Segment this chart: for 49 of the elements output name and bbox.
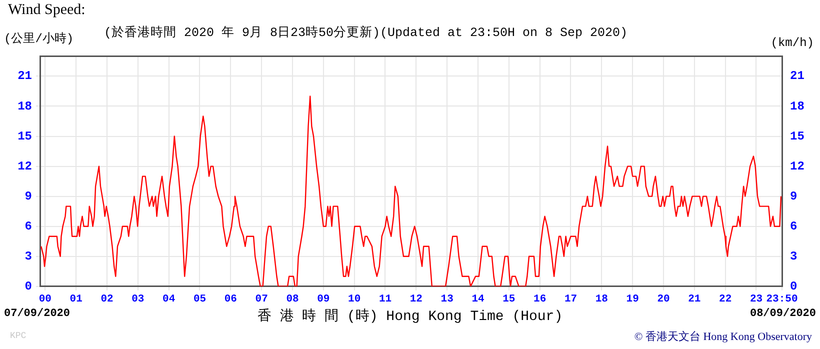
x-tick-label: 10 [348, 293, 361, 306]
x-tick-label: 14 [472, 293, 484, 306]
x-axis-title: 香 港 時 間 (時) Hong Kong Time (Hour) [257, 309, 563, 325]
y2-tick-label: 15 [790, 129, 804, 144]
x-tick-label: 05 [193, 293, 206, 306]
x-tick-label: 08 [286, 293, 299, 306]
y2-axis-title: (km/h) [770, 36, 814, 50]
chart-title: Wind Speed: [8, 2, 86, 19]
x-tick-label: 20 [657, 293, 670, 306]
y2-tick-label: 18 [790, 99, 804, 114]
x-tick-label: 07 [255, 293, 268, 306]
x-tick-label: 13 [440, 293, 454, 306]
x-tick-label: 21 [688, 293, 701, 306]
y2-tick-label: 12 [790, 159, 804, 174]
y2-tick-label: 0 [790, 279, 798, 294]
x-tick-label: 19 [626, 293, 639, 306]
x-tick-label: 06 [224, 293, 237, 306]
x-tick-label: 09 [317, 293, 330, 306]
x-tick-label: 02 [100, 293, 114, 306]
y-tick-label: 6 [24, 219, 32, 234]
chart-subtitle: (於香港時間 2020 年 9月 8日23時50分更新)(Updated at 23:50H on 8 Sep 2020) [104, 24, 628, 41]
x-tick-label: 23 [750, 293, 763, 306]
y-tick-label: 9 [24, 189, 32, 204]
text: 08/09/2020 [750, 308, 816, 320]
y2-tick-label: 6 [790, 219, 798, 234]
x-tick-label: 22 [719, 293, 732, 306]
y2-tick-label: 9 [790, 189, 798, 204]
y-tick-label: 3 [24, 249, 32, 264]
x-tick-label: 11 [378, 293, 392, 306]
y-axis-title: (公里/小時) [4, 31, 74, 47]
y2-tick-label: 21 [790, 69, 804, 84]
y-tick-label: 21 [18, 69, 32, 84]
x-tick-label: 01 [70, 293, 82, 306]
y-tick-label: 15 [18, 129, 32, 144]
y-tick-label: 18 [18, 99, 32, 114]
x-tick-label: 16 [534, 293, 546, 306]
y-tick-label: 0 [24, 279, 32, 294]
x-tick-label: 04 [162, 293, 176, 306]
x-tick-label: 15 [502, 293, 516, 306]
x-tick-label: 03 [132, 293, 144, 306]
x-tick-label: 17 [564, 293, 578, 306]
x-tick-label: 12 [410, 293, 422, 306]
text: © 香港天文台 Hong Kong Observatory [634, 330, 812, 344]
y2-tick-label: 3 [790, 249, 798, 264]
x-tick-label: 18 [595, 293, 608, 306]
text: 07/09/2020 [4, 308, 70, 320]
y-tick-label: 12 [18, 159, 32, 174]
x-tick-label: 00 [38, 293, 52, 306]
x-tick-label: 23:50 [766, 293, 798, 306]
